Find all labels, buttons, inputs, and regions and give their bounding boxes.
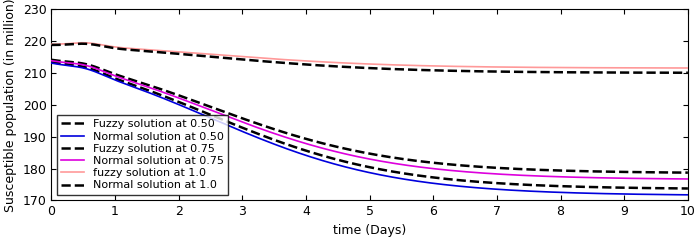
Normal solution at 0.50 bbox=[665, 193, 673, 196]
Fuzzy solution at 0.75 bbox=[48, 58, 56, 61]
fuzzy solution at 1.0 bbox=[48, 43, 56, 46]
Fuzzy solution at 0.50 bbox=[340, 160, 348, 163]
Normal solution at 0.50 bbox=[665, 193, 673, 196]
Normal solution at 0.75 bbox=[665, 177, 673, 180]
Line: fuzzy solution at 1.0: fuzzy solution at 1.0 bbox=[52, 43, 688, 68]
Fuzzy solution at 0.50 bbox=[684, 187, 692, 190]
Normal solution at 0.75 bbox=[357, 156, 365, 159]
Normal solution at 1.0 bbox=[48, 43, 56, 46]
Normal solution at 1.0 bbox=[665, 71, 673, 74]
Normal solution at 0.75 bbox=[80, 64, 88, 67]
Fuzzy solution at 0.75 bbox=[684, 171, 692, 174]
Normal solution at 0.50 bbox=[80, 67, 88, 70]
fuzzy solution at 1.0 bbox=[666, 67, 674, 69]
Fuzzy solution at 0.50 bbox=[665, 187, 673, 190]
Normal solution at 0.50 bbox=[684, 193, 692, 196]
Fuzzy solution at 0.75 bbox=[548, 169, 556, 172]
Fuzzy solution at 0.50 bbox=[548, 184, 556, 187]
Fuzzy solution at 0.50 bbox=[357, 164, 365, 167]
fuzzy solution at 1.0 bbox=[665, 67, 673, 69]
Normal solution at 0.50 bbox=[548, 191, 556, 194]
Normal solution at 0.75 bbox=[48, 59, 56, 62]
Normal solution at 1.0 bbox=[78, 42, 86, 45]
Fuzzy solution at 0.75 bbox=[80, 62, 88, 65]
Fuzzy solution at 0.50 bbox=[665, 187, 673, 190]
Fuzzy solution at 0.50 bbox=[80, 65, 88, 68]
Fuzzy solution at 0.75 bbox=[357, 151, 365, 154]
fuzzy solution at 1.0 bbox=[80, 41, 88, 44]
fuzzy solution at 1.0 bbox=[357, 62, 365, 65]
Normal solution at 1.0 bbox=[340, 65, 349, 68]
Fuzzy solution at 0.50 bbox=[48, 61, 56, 64]
fuzzy solution at 1.0 bbox=[78, 41, 87, 44]
Normal solution at 0.75 bbox=[548, 175, 556, 178]
fuzzy solution at 1.0 bbox=[549, 66, 557, 69]
Line: Fuzzy solution at 0.75: Fuzzy solution at 0.75 bbox=[52, 60, 688, 173]
Y-axis label: Susceptible population (in million): Susceptible population (in million) bbox=[4, 0, 18, 212]
Normal solution at 0.75 bbox=[684, 178, 692, 181]
Normal solution at 1.0 bbox=[684, 71, 692, 74]
Normal solution at 0.50 bbox=[357, 169, 365, 172]
Fuzzy solution at 0.75 bbox=[665, 171, 673, 174]
Line: Fuzzy solution at 0.50: Fuzzy solution at 0.50 bbox=[52, 62, 688, 188]
Normal solution at 1.0 bbox=[666, 71, 674, 74]
Normal solution at 1.0 bbox=[549, 71, 557, 74]
Legend: Fuzzy solution at 0.50, Normal solution at 0.50, Fuzzy solution at 0.75, Normal : Fuzzy solution at 0.50, Normal solution … bbox=[57, 115, 228, 195]
Normal solution at 0.75 bbox=[340, 152, 348, 155]
Normal solution at 0.50 bbox=[48, 62, 56, 65]
Line: Normal solution at 0.75: Normal solution at 0.75 bbox=[52, 61, 688, 179]
Normal solution at 0.50 bbox=[340, 165, 348, 168]
Line: Normal solution at 0.50: Normal solution at 0.50 bbox=[52, 63, 688, 195]
Normal solution at 1.0 bbox=[357, 66, 365, 69]
Fuzzy solution at 0.75 bbox=[340, 147, 348, 150]
Normal solution at 0.75 bbox=[665, 177, 673, 180]
fuzzy solution at 1.0 bbox=[684, 67, 692, 69]
Normal solution at 1.0 bbox=[80, 42, 88, 45]
fuzzy solution at 1.0 bbox=[340, 61, 349, 64]
Line: Normal solution at 1.0: Normal solution at 1.0 bbox=[52, 44, 688, 73]
Fuzzy solution at 0.75 bbox=[665, 171, 673, 174]
X-axis label: time (Days): time (Days) bbox=[333, 224, 406, 237]
